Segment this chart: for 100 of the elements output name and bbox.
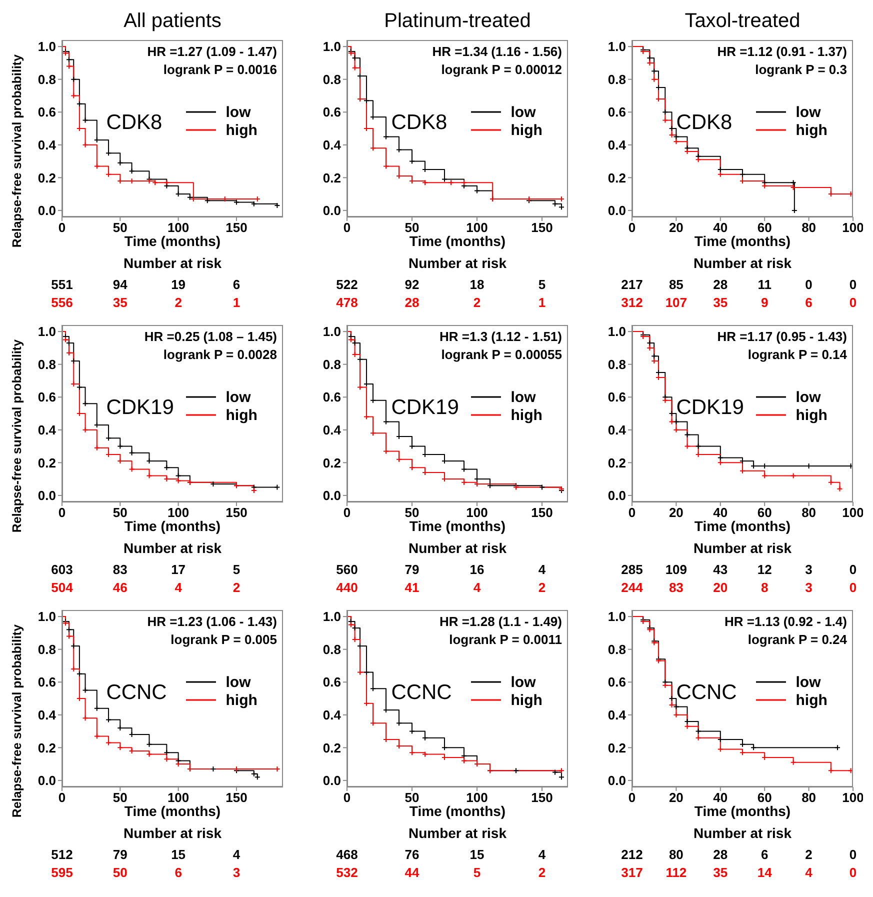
text: 3 [804,580,814,595]
text: 504 [50,580,74,595]
x-tick-label: 150 [226,220,248,236]
y-tick-label: 0.2 [608,170,626,186]
y-tick-label: 0.6 [608,390,626,405]
legend-label: high [226,122,258,139]
legend-label: low [226,388,251,406]
y-tick-label: 1.0 [608,39,626,54]
x-tick-label: 50 [112,505,128,520]
text: 4 [174,580,183,595]
x-tick-label: 40 [713,220,728,236]
y-tick-label: 0.2 [38,740,56,756]
y-tick-label: 1.0 [38,609,56,624]
chart-title: All patients [122,10,222,33]
y-tick-label: 0.6 [38,390,56,405]
text: 35 [712,295,729,310]
x-tick-label: 100 [842,220,864,236]
x-axis-title: Time (months) [694,518,791,534]
text: 0 [848,295,858,310]
x-tick-label: 100 [842,790,864,806]
text: 0 [848,847,858,862]
y-tick-label: 0.0 [322,773,341,788]
annotation: logrank P = 0.00055 [441,347,562,362]
text: Number at risk [122,825,223,841]
y-tick-label: 1.0 [322,324,341,340]
text: 28 [404,295,420,310]
text: 2 [537,580,547,595]
x-tick-label: 0 [58,790,66,806]
text: 2 [537,865,547,880]
annotation: HR =0.25 (1.08 – 1.45) [144,329,277,344]
y-tick-label: 0.6 [608,674,626,690]
text: 107 [664,295,688,310]
y-tick-label: 0.0 [38,488,56,504]
text: Number at risk [407,540,508,556]
y-tick-label: 0.4 [608,138,627,153]
text: 94 [112,277,128,292]
text: 17 [170,562,187,577]
chart-title: Platinum-treated [383,10,532,33]
annotation: CCNC [106,680,167,705]
x-axis-title: Time (months) [694,233,791,249]
text: 3 [804,562,814,577]
y-tick-label: 0.8 [322,356,341,372]
text: Number at risk [122,540,223,556]
legend-label: low [796,104,821,121]
text: 44 [404,865,420,880]
y-tick-label: 0.8 [608,72,626,87]
y-tick-label: 0.6 [322,674,341,690]
text: 14 [756,865,773,880]
text: 28 [712,847,729,862]
text: 28 [712,277,729,292]
annotation: logrank P = 0.3 [755,62,847,77]
text: Number at risk [407,255,508,271]
x-tick-label: 0 [628,790,636,806]
x-tick-label: 0 [58,505,66,520]
x-tick-label: 20 [668,790,684,806]
text: 35 [712,865,729,880]
annotation: CDK8 [676,110,732,135]
text: 16 [468,562,486,577]
text: 2 [232,580,242,595]
y-tick-label: 0.0 [38,203,56,218]
x-tick-label: 150 [226,505,248,520]
text: 532 [335,865,359,880]
x-tick-label: 100 [466,505,488,520]
y-tick-label: 0.6 [322,390,341,405]
x-tick-label: 100 [167,790,190,806]
text: 83 [112,562,128,577]
annotation: CDK19 [106,396,174,420]
y-tick-label: 0.4 [38,138,57,153]
legend-label: low [510,104,536,121]
text: 3 [232,865,242,880]
text: 9 [760,295,770,310]
x-axis-title: Time (months) [409,233,506,249]
text: 312 [620,295,644,310]
text: 0 [804,277,814,292]
text: 0 [848,865,858,880]
text: 5 [537,277,547,292]
x-tick-label: 150 [531,790,553,806]
x-tick-label: 100 [466,220,488,236]
legend-label: high [510,692,542,709]
x-tick-label: 60 [757,790,772,806]
annotation: HR =1.34 (1.16 - 1.56) [432,44,562,59]
text: 85 [668,277,684,292]
y-tick-label: 0.4 [608,422,627,438]
text: 43 [712,562,729,577]
x-tick-label: 20 [668,220,684,236]
text: 8 [760,580,770,595]
annotation: logrank P = 0.005 [170,632,277,647]
y-tick-label: 0.2 [608,740,626,756]
text: 285 [620,562,644,577]
text: 440 [335,580,359,595]
text: 12 [756,562,773,577]
legend-label: low [226,674,251,691]
text: 4 [537,847,547,862]
annotation: CDK19 [676,396,744,420]
y-axis-title: Relapse-free survival probability [9,622,25,820]
x-axis-title: Time (months) [409,518,506,534]
text: 109 [664,562,688,577]
x-tick-label: 150 [531,505,553,520]
x-axis-title: Time (months) [124,233,221,249]
x-tick-label: 50 [404,790,420,806]
